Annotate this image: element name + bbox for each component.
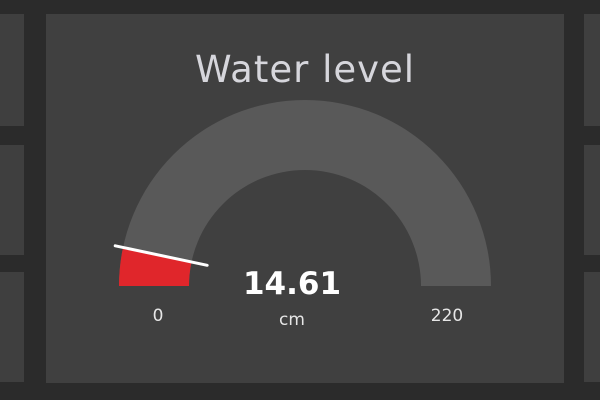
gauge-track	[119, 100, 491, 286]
gauge-min-label: 0	[152, 306, 164, 326]
side-tile-left-bottom	[0, 272, 24, 382]
gauge-needle	[113, 244, 209, 267]
side-tile-left-top	[0, 14, 24, 126]
gauge-fill	[119, 247, 192, 286]
side-tile-right-middle	[584, 145, 600, 255]
side-tile-right-top	[584, 14, 600, 126]
side-tile-right-bottom	[584, 272, 600, 382]
gauge-max-label: 220	[430, 306, 464, 326]
gauge	[113, 100, 491, 286]
side-tile-left-middle	[0, 145, 24, 255]
card-title: Water level	[194, 48, 416, 91]
water-level-card: Water level 14.61 cm 0 220	[46, 14, 564, 383]
gauge-unit: cm	[279, 310, 305, 330]
gauge-value: 14.61	[242, 266, 342, 302]
